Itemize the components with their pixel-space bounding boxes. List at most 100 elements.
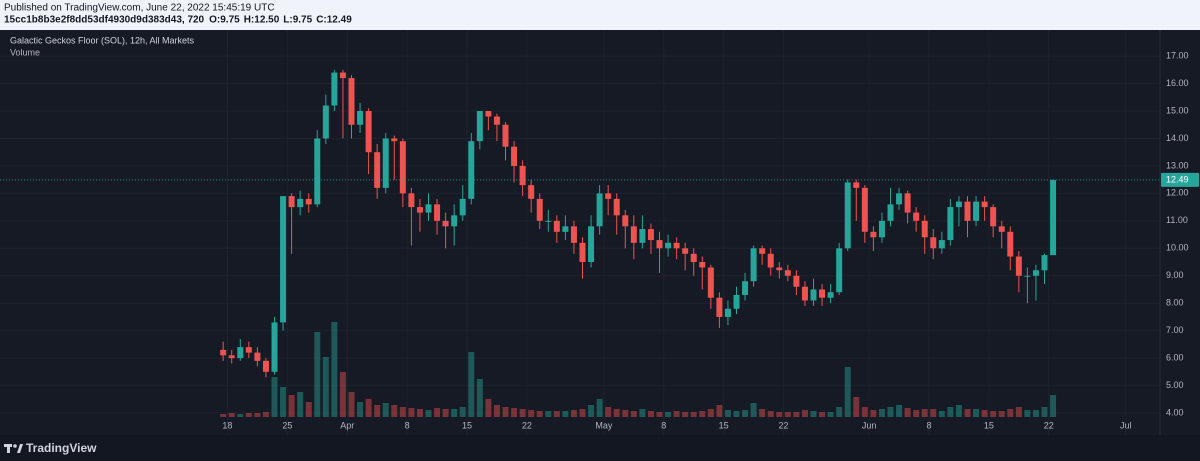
candle-body	[742, 281, 749, 295]
volume-bar	[801, 410, 808, 417]
volume-bar	[836, 407, 843, 417]
y-tick-label: 8.00	[1166, 298, 1184, 308]
logo-part	[17, 444, 23, 453]
candle-body	[716, 297, 723, 317]
volume-bar	[810, 411, 817, 417]
x-tick-label: Jun	[862, 420, 877, 430]
candle-body	[382, 138, 389, 188]
volume-bar	[981, 410, 988, 417]
candle-body	[237, 347, 244, 359]
candle-body	[297, 198, 304, 208]
candle-body	[536, 198, 543, 221]
volume-bar	[998, 411, 1005, 417]
candle-body	[810, 289, 817, 301]
volume-bar	[339, 372, 346, 417]
x-tick-label: 8	[405, 420, 410, 430]
volume-bar	[921, 409, 928, 417]
volume-bar	[878, 409, 885, 417]
candle-body	[348, 78, 355, 125]
candle-body	[331, 72, 338, 106]
volume-bar	[682, 412, 689, 417]
x-tick-label: 15	[719, 420, 729, 430]
candle-body	[656, 240, 663, 249]
candle-body	[399, 141, 406, 194]
logo	[4, 444, 23, 453]
candle-body	[639, 229, 646, 243]
candle-body	[288, 196, 295, 208]
candle-body	[724, 308, 731, 317]
volume-bar	[699, 411, 706, 417]
candle-body	[365, 111, 372, 153]
candle-body	[853, 182, 860, 188]
volume-bar	[220, 414, 227, 417]
candle-body	[588, 226, 595, 263]
candle-body	[630, 226, 637, 243]
volume-bar	[348, 392, 355, 417]
candle-body	[1015, 256, 1022, 276]
candle-body	[793, 275, 800, 287]
volume-bar	[947, 407, 954, 417]
candle-body	[801, 286, 808, 301]
volume-bar	[502, 407, 509, 417]
y-tick-label: 14.00	[1166, 133, 1189, 143]
candle-body	[1024, 275, 1031, 277]
x-tick-label: 18	[222, 420, 232, 430]
y-tick-label: 17.00	[1166, 50, 1189, 60]
candle-body	[870, 231, 877, 238]
volume-bar	[305, 402, 312, 417]
volume-bar	[511, 408, 518, 417]
volume-bar	[913, 410, 920, 417]
candle-body	[938, 240, 945, 249]
x-tick-label: 8	[661, 420, 666, 430]
candle-body	[955, 201, 962, 208]
volume-bar	[442, 409, 449, 417]
volume-bar	[357, 402, 364, 417]
volume-bar	[1024, 410, 1031, 417]
volume-bar	[767, 411, 774, 417]
volume-bar	[690, 412, 697, 417]
candle-body	[690, 253, 697, 263]
candle-body	[896, 193, 903, 205]
candle-body	[878, 220, 885, 238]
volume-bar	[451, 409, 458, 417]
candle-body	[665, 242, 672, 249]
candle-body	[425, 204, 432, 213]
x-tick-label: May	[595, 420, 613, 430]
y-tick-label: 4.00	[1166, 407, 1184, 417]
y-tick-label: 12.00	[1166, 188, 1189, 198]
volume-bar	[382, 403, 389, 417]
volume-bar	[434, 408, 441, 417]
candle-body	[314, 138, 321, 205]
symbol: 15cc1b8b3e2f8dd53df4930d9d383d43, 720	[4, 15, 205, 26]
candle-body	[947, 207, 954, 241]
volume-bar	[861, 407, 868, 417]
volume-bar	[459, 407, 466, 417]
candle-body	[545, 220, 552, 222]
y-tick-label: 6.00	[1166, 352, 1184, 362]
ohlc-value: O:9.75	[209, 15, 240, 26]
last-price-label: 12.49	[1166, 174, 1189, 184]
candle-body	[502, 124, 509, 147]
volume-bar	[733, 411, 740, 417]
plot	[0, 69, 1160, 417]
volume-bar	[887, 407, 894, 417]
x-tick-label: 22	[522, 420, 532, 430]
x-tick-label: 15	[984, 420, 994, 430]
volume-bar	[570, 410, 577, 417]
x-tick-label: 8	[926, 420, 931, 430]
volume-bar	[973, 409, 980, 417]
candle-body	[416, 207, 423, 213]
candle-body	[699, 262, 706, 268]
volume-bar	[870, 410, 877, 417]
candle-body	[596, 193, 603, 227]
candle-body	[913, 212, 920, 221]
y-tick-label: 10.00	[1166, 243, 1189, 253]
volume-bar	[528, 410, 535, 417]
candle-body	[836, 248, 843, 293]
x-tick-label: Jul	[1120, 420, 1132, 430]
volume-bar	[254, 413, 261, 417]
volume-bar	[665, 412, 672, 417]
volume-bar	[314, 332, 321, 417]
candle-body	[434, 204, 441, 221]
